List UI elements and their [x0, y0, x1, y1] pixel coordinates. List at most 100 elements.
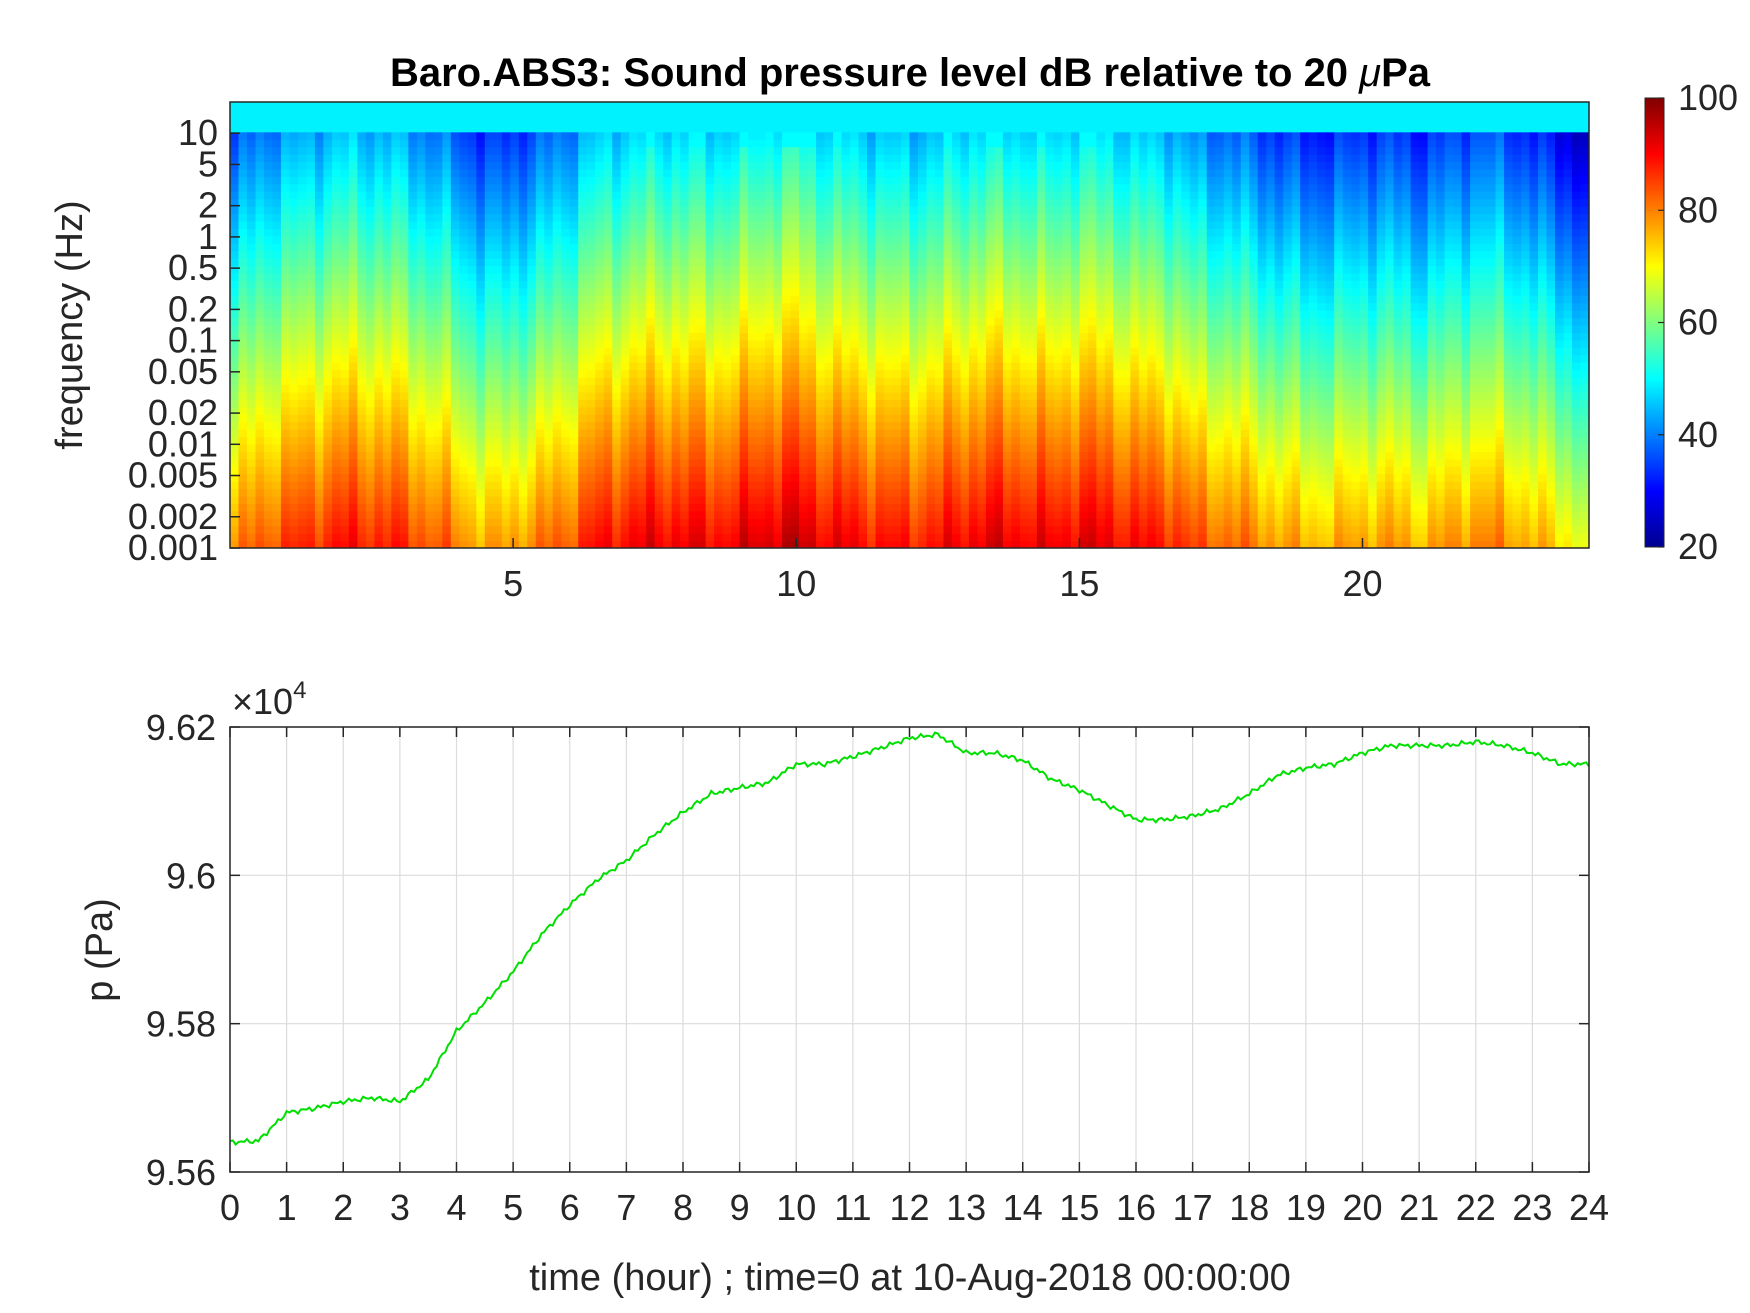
heatmap-cell [884, 473, 894, 482]
heatmap-cell [493, 310, 503, 319]
heatmap-cell [416, 429, 426, 438]
heatmap-cell [561, 533, 571, 542]
heatmap-cell [467, 116, 477, 125]
heatmap-cell [790, 250, 800, 259]
heatmap-cell [663, 347, 673, 356]
heatmap-cell [306, 109, 316, 118]
heatmap-cell [289, 399, 299, 408]
heatmap-cell [433, 102, 443, 111]
heatmap-cell [433, 540, 443, 548]
heatmap-cell [272, 131, 282, 140]
heatmap-cell [892, 176, 902, 185]
heatmap-cell [365, 161, 375, 170]
heatmap-cell [518, 436, 528, 445]
heatmap-cell [552, 235, 562, 244]
heatmap-cell [612, 168, 622, 177]
heatmap-cell [765, 243, 775, 252]
heatmap-cell [399, 146, 409, 155]
heatmap-cell [518, 488, 528, 497]
heatmap-cell [654, 139, 664, 148]
heatmap-cell [841, 362, 851, 371]
heatmap-cell [799, 518, 809, 527]
heatmap-cell [467, 191, 477, 200]
heatmap-cell [348, 458, 358, 467]
heatmap-cell [637, 250, 647, 259]
heatmap-cell [230, 458, 240, 467]
heatmap-cell [348, 124, 358, 133]
heatmap-cell [714, 369, 724, 378]
heatmap-cell [892, 488, 902, 497]
heatmap-cell [586, 250, 596, 259]
heatmap-cell [561, 102, 571, 111]
heatmap-cell [799, 503, 809, 512]
heatmap-cell [391, 495, 401, 504]
heatmap-cell [748, 176, 758, 185]
heatmap-cell [484, 436, 494, 445]
heatmap-cell [901, 161, 911, 170]
heatmap-cell [408, 540, 418, 548]
heatmap-cell [289, 533, 299, 542]
heatmap-cell [850, 332, 860, 341]
heatmap-cell [399, 183, 409, 192]
heatmap-cell [909, 139, 919, 148]
heatmap-cell [739, 287, 749, 296]
heatmap-cell [901, 481, 911, 490]
heatmap-cell [314, 235, 325, 244]
heatmap-cell [595, 362, 605, 371]
heatmap-cell [374, 362, 384, 371]
heatmap-cell [595, 533, 605, 542]
heatmap-cell [518, 198, 528, 207]
heatmap-cell [816, 198, 826, 207]
heatmap-cell [348, 258, 358, 267]
heatmap-cell [365, 354, 375, 363]
heatmap-cell [790, 443, 800, 452]
heatmap-cell [688, 325, 698, 334]
heatmap-cell [501, 488, 511, 497]
heatmap-cell [230, 391, 240, 400]
heatmap-cell [314, 332, 325, 341]
heatmap-cell [416, 258, 426, 267]
heatmap-cell [255, 124, 265, 133]
heatmap-cell [901, 220, 911, 229]
heatmap-cell [501, 206, 511, 215]
heatmap-cell [807, 488, 817, 497]
heatmap-cell [527, 146, 537, 155]
heatmap-cell [518, 362, 528, 371]
heatmap-cell [782, 391, 792, 400]
heatmap-cells [230, 102, 1589, 548]
heatmap-cell [654, 518, 664, 527]
heatmap-cell [807, 235, 817, 244]
heatmap-cell [527, 466, 537, 475]
heatmap-cell [875, 161, 885, 170]
heatmap-cell [756, 369, 766, 378]
heatmap-cell [331, 250, 342, 259]
heatmap-cell [892, 250, 902, 259]
heatmap-cell [901, 317, 911, 326]
heatmap-cell [425, 533, 435, 542]
heatmap-cell [263, 183, 274, 192]
heatmap-cell [773, 272, 783, 281]
heatmap-cell [263, 228, 274, 237]
heatmap-cell [450, 362, 460, 371]
heatmap-cell [731, 540, 741, 548]
heatmap-cell [867, 510, 877, 519]
heatmap-cell [314, 206, 325, 215]
heatmap-cell [238, 406, 248, 415]
heatmap-cell [365, 332, 375, 341]
heatmap-cell [510, 384, 520, 393]
heatmap-cell [756, 458, 766, 467]
heatmap-cell [391, 354, 401, 363]
heatmap-cell [773, 436, 783, 445]
heatmap-cell [799, 525, 809, 534]
heatmap-cell [603, 540, 613, 548]
heatmap-cell [697, 384, 707, 393]
heatmap-cell [629, 176, 639, 185]
heatmap-cell [765, 102, 775, 111]
heatmap-cell [408, 302, 418, 311]
heatmap-cell [544, 191, 554, 200]
heatmap-cell [255, 495, 265, 504]
heatmap-cell [850, 503, 860, 512]
heatmap-cell [416, 146, 426, 155]
heatmap-cell [348, 406, 358, 415]
heatmap-cell [926, 258, 936, 267]
